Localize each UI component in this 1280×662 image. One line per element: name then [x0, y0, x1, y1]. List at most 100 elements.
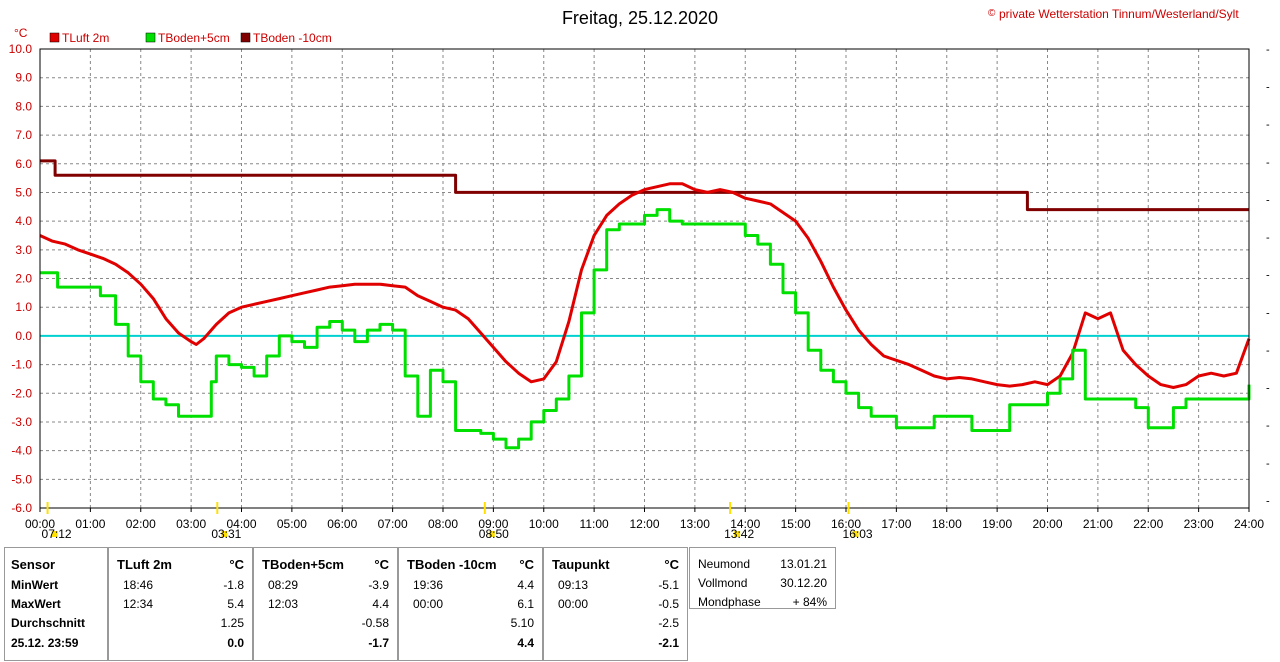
x-tick-label: 08:00	[428, 517, 458, 531]
y-axis-unit: °C	[14, 26, 28, 40]
series-line-tboden-5cm	[40, 208, 1251, 450]
y-tick-label: 0.0	[15, 329, 32, 343]
max-time: 12:03	[268, 597, 299, 611]
right-axis-tick: -	[1266, 44, 1270, 56]
legend: TLuft 2m TBoden+5cm TBoden -10cm	[49, 31, 332, 45]
x-tick-label: 17:00	[881, 517, 911, 531]
table-header: TLuft 2m	[117, 557, 172, 572]
min-value: -1.8	[223, 578, 244, 592]
y-tick-label: -4.0	[11, 444, 32, 458]
sun-marker-label: 07:12	[42, 527, 72, 541]
table-unit: °C	[519, 557, 534, 572]
sun-icon	[488, 531, 495, 537]
average-value: 1.25	[220, 616, 244, 630]
max-value: -0.5	[658, 597, 679, 611]
max-value: 4.4	[372, 597, 389, 611]
x-tick-label: 24:00	[1234, 517, 1264, 531]
min-time: 09:13	[558, 578, 589, 592]
sun-icon	[852, 531, 859, 537]
max-time: 12:34	[123, 597, 154, 611]
right-axis-tick: -	[1266, 270, 1270, 282]
x-tick-label: 02:00	[126, 517, 156, 531]
x-tick-label: 23:00	[1184, 517, 1214, 531]
y-tick-label: -1.0	[11, 358, 32, 372]
average-value: 5.10	[510, 616, 534, 630]
table-header: Taupunkt	[552, 557, 610, 572]
min-time: 18:46	[123, 578, 154, 592]
y-axis-ticks: 10.0 9.0 8.0 7.0 6.0 5.0 4.0 3.0 2.0 1.0 0.0 -1.0 -2…	[9, 42, 33, 515]
x-tick-label: 21:00	[1083, 517, 1113, 531]
right-axis-tick: -	[1266, 194, 1270, 206]
x-tick-label: 14:00	[730, 517, 760, 531]
y-tick-label: 2.0	[15, 272, 32, 286]
x-tick-label: 13:00	[680, 517, 710, 531]
y-tick-label: -5.0	[11, 472, 32, 486]
table-unit: °C	[374, 557, 389, 572]
moon-label: Neumond	[698, 557, 751, 571]
x-tick-label: 11:00	[580, 517, 609, 531]
x-tick-label: 12:00	[629, 517, 659, 531]
min-time: 08:29	[268, 578, 299, 592]
sun-marker-label: 03:31	[211, 527, 241, 541]
moon-value: + 84%	[792, 595, 827, 609]
x-tick-label: 05:00	[277, 517, 307, 531]
x-tick-label: 06:00	[327, 517, 357, 531]
moon-label: Mondphase	[698, 595, 761, 609]
x-tick-label: 16:00	[831, 517, 861, 531]
y-tick-label: 4.0	[15, 214, 32, 228]
copyright: © private Wetterstation Tinnum/Westerlan…	[988, 7, 1239, 21]
table-header: TBoden+5cm	[262, 557, 344, 572]
x-tick-label: 09:00	[478, 517, 508, 531]
min-value: -5.1	[658, 578, 679, 592]
sensor-row-avg: Durchschnitt	[11, 616, 86, 630]
table-header: TBoden -10cm	[407, 557, 497, 572]
stats-table-taupunkt: Taupunkt °C 09:13 -5.1 00:00 -0.5 -2.5 -2.…	[543, 547, 688, 661]
copyright-text: private Wetterstation Tinnum/Westerland/…	[999, 7, 1239, 21]
min-time: 19:36	[413, 578, 444, 592]
right-axis: - - - - - - - - - - - - -	[1266, 44, 1270, 507]
sun-marker-label: 13:42	[724, 527, 754, 541]
y-tick-label: 3.0	[15, 243, 32, 257]
x-tick-label: 00:00	[25, 517, 55, 531]
sensor-header: Sensor	[11, 557, 56, 572]
legend-swatch	[49, 32, 60, 43]
sensor-row-max: MaxWert	[11, 597, 61, 611]
sensor-row-current: 25.12. 23:59	[11, 636, 79, 650]
x-tick-label: 20:00	[1032, 517, 1062, 531]
max-time: 00:00	[558, 597, 589, 611]
max-value: 5.4	[227, 597, 244, 611]
stats-table-tboden10: TBoden -10cm °C 19:36 4.4 00:00 6.1 5.10 4…	[398, 547, 543, 661]
stats-table-tboden5: TBoden+5cm °C 08:29 -3.9 12:03 4.4 -0.58 -…	[253, 547, 398, 661]
legend-label: TBoden -10cm	[253, 31, 332, 45]
series-lines	[39, 159, 1251, 450]
y-tick-label: -6.0	[11, 501, 32, 515]
moon-table: Neumond 13.01.21 Vollmond 30.12.20 Mondpha…	[689, 547, 836, 609]
x-tick-label: 07:00	[378, 517, 408, 531]
right-axis-tick: -	[1266, 345, 1270, 357]
y-tick-label: 5.0	[15, 185, 32, 199]
copyright-mark: ©	[988, 8, 996, 19]
right-axis-tick: -	[1266, 383, 1270, 395]
right-axis-tick: -	[1266, 307, 1270, 319]
x-tick-label: 10:00	[529, 517, 559, 531]
series-line-tboden-10cm	[40, 159, 1249, 212]
x-tick-label: 04:00	[226, 517, 256, 531]
stats-table-tluft: TLuft 2m °C 18:46 -1.8 12:34 5.4 1.25 0.0	[108, 547, 253, 661]
legend-label: TBoden+5cm	[158, 31, 230, 45]
current-value: 4.4	[517, 636, 534, 650]
table-unit: °C	[229, 557, 244, 572]
current-value: -2.1	[658, 636, 679, 650]
temperature-chart: 10.09.08.07.06.05.04.03.02.01.00.0-1.0-2…	[9, 7, 1270, 541]
stats-sensor-table: Sensor MinWert MaxWert Durchschnitt 25.1…	[4, 547, 108, 661]
current-value: -1.7	[368, 636, 389, 650]
right-axis-tick: -	[1266, 119, 1270, 131]
y-tick-label: -2.0	[11, 386, 32, 400]
right-axis-tick: -	[1266, 420, 1270, 432]
y-tick-label: 1.0	[15, 300, 32, 314]
y-tick-label: 10.0	[9, 42, 33, 56]
x-tick-label: 18:00	[932, 517, 962, 531]
average-value: -0.58	[361, 616, 389, 630]
sun-marker-label: 16:03	[843, 527, 873, 541]
sun-markers: 07:12 03:31 08:50 13:42 16:03	[42, 502, 873, 541]
average-value: -2.5	[658, 616, 679, 630]
